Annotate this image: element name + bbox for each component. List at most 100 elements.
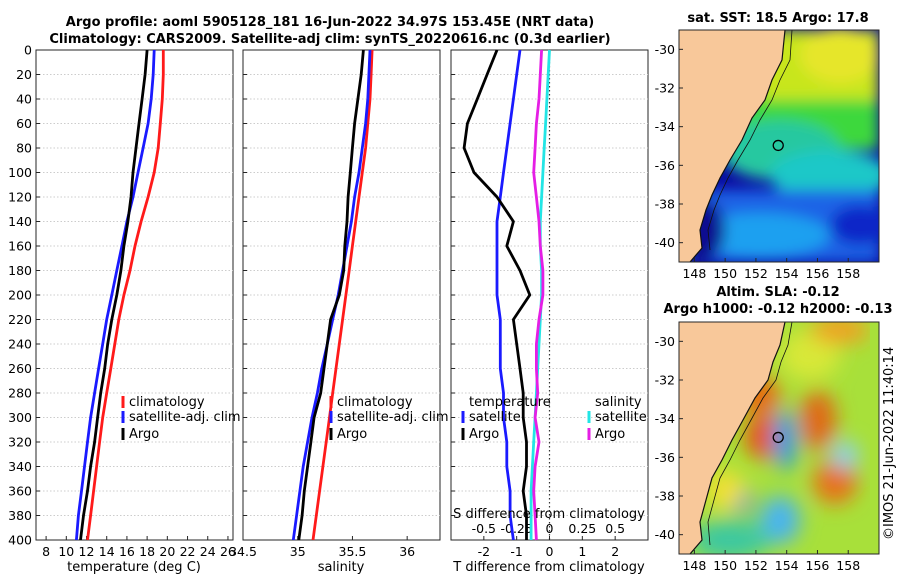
lat-tick-label: -30: [655, 42, 675, 57]
lat-tick-label: -32: [655, 81, 675, 96]
lon-tick-label: 156: [806, 558, 830, 573]
sla-map-title-line2: Argo h1000: -0.12 h2000: -0.13: [663, 302, 892, 317]
x-tick-label: 2: [611, 544, 619, 559]
lat-tick-label: -38: [655, 197, 675, 212]
depth-tick-label: 140: [8, 214, 32, 229]
x-tick-label: 20: [159, 544, 175, 559]
sla-map-panel: Altim. SLA: -0.12 Argo h1000: -0.12 h200…: [655, 285, 893, 573]
depth-tick-label: 100: [8, 165, 32, 180]
salinity-legend: climatology satellite-adj. clim Argo: [329, 395, 449, 442]
s-diff-tick-label: 0.5: [605, 521, 625, 536]
lat-tick-label: -36: [655, 450, 675, 465]
sla-argo-position-marker: [772, 431, 784, 444]
lon-tick-label: 152: [744, 266, 768, 281]
series-line-salinity-argo: [532, 49, 545, 541]
sst-map-panel: sat. SST: 18.5 Argo: 17.8 148 150 152 154 15…: [655, 11, 880, 281]
temperature-legend: climatology satellite-adj. clim Argo: [121, 395, 241, 442]
depth-tick-label: 200: [8, 288, 32, 303]
difference-legend-salinity: salinity satellite Argo: [587, 395, 647, 442]
legend-label-t-argo: Argo: [469, 427, 499, 442]
lon-tick-label: 156: [806, 266, 830, 281]
depth-tick-label: 280: [8, 386, 32, 401]
lon-tick-label: 158: [836, 266, 860, 281]
figure-title-line2: Climatology: CARS2009. Satellite-adj cli…: [49, 32, 611, 47]
lon-tick-label: 154: [775, 558, 799, 573]
depth-tick-label: 120: [8, 190, 32, 205]
legend-title-temperature: temperature: [469, 395, 551, 410]
lat-tick-label: -34: [655, 411, 675, 426]
depth-tick-label: 360: [8, 484, 32, 499]
series-line-argo: [297, 49, 365, 541]
salinity-xlabel: salinity: [318, 560, 365, 575]
depth-tick-label: 240: [8, 337, 32, 352]
sst-map-frame: [678, 29, 880, 263]
lat-tick-label: -36: [655, 158, 675, 173]
sla-heatmap: [679, 322, 879, 554]
x-tick-label: 12: [79, 544, 95, 559]
sst-map-title: sat. SST: 18.5 Argo: 17.8: [687, 11, 868, 26]
lat-tick-label: -34: [655, 119, 675, 134]
figure-title-line1: Argo profile: aoml 5905128_181 16-Jun-20…: [65, 15, 595, 30]
sst-argo-position-marker: [772, 139, 784, 152]
sla-map-frame: [678, 321, 880, 555]
lat-tick-label: -32: [655, 373, 675, 388]
lon-tick-label: 152: [744, 558, 768, 573]
x-tick-label: 18: [139, 544, 155, 559]
legend-label-argo: Argo: [129, 427, 159, 442]
legend-label-climatology: climatology: [337, 395, 413, 410]
s-diff-tick-label: -0.25: [500, 521, 532, 536]
depth-tick-label: 160: [8, 239, 32, 254]
depth-tick-label: 0: [24, 43, 32, 58]
lon-tick-label: 158: [836, 558, 860, 573]
x-tick-label: 24: [200, 544, 216, 559]
x-tick-label: 36: [399, 544, 415, 559]
x-tick-label: 22: [180, 544, 196, 559]
depth-tick-label: 380: [8, 508, 32, 523]
depth-tick-label: 340: [8, 459, 32, 474]
depth-tick-label: 300: [8, 410, 32, 425]
depth-tick-label: 220: [8, 312, 32, 327]
x-tick-label: 1: [578, 544, 586, 559]
depth-tick-label: 20: [16, 67, 32, 82]
depth-tick-label: 40: [16, 92, 32, 107]
s-diff-tick-label: 0: [546, 521, 554, 536]
depth-tick-label: 80: [16, 141, 32, 156]
depth-tick-label: 60: [16, 116, 32, 131]
depth-tick-label: 260: [8, 361, 32, 376]
series-line-satellite-adj-clim: [75, 49, 156, 541]
legend-label-s-argo: Argo: [595, 427, 625, 442]
x-tick-label: -2: [478, 544, 490, 559]
depth-tick-label: 400: [8, 533, 32, 548]
lon-tick-label: 150: [713, 266, 737, 281]
x-tick-label: 10: [58, 544, 74, 559]
depth-tick-label: 180: [8, 263, 32, 278]
lon-tick-label: 154: [775, 266, 799, 281]
series-line-climatology: [311, 49, 374, 541]
lat-tick-label: -30: [655, 334, 675, 349]
depth-tick-label: 320: [8, 435, 32, 450]
series-line-temperature-satellite: [495, 49, 522, 541]
s-diff-tick-label: 0.25: [568, 521, 596, 536]
x-tick-label: -1: [510, 544, 522, 559]
lon-tick-label: 148: [682, 558, 706, 573]
salinity-difference-label: S difference from climatology: [453, 507, 645, 522]
series-line-climatology: [86, 50, 165, 541]
x-tick-label: 34.5: [229, 544, 257, 559]
temperature-panel: 0 20 40 60 80 100 120 140 160 180 200 220 240 260 280 3…: [8, 43, 240, 576]
series-line-argo: [79, 49, 149, 541]
legend-title-salinity: salinity: [595, 395, 642, 410]
lat-tick-label: -40: [655, 527, 675, 542]
s-diff-tick-label: -0.5: [472, 521, 496, 536]
legend-label-satellite: satellite-adj. clim: [129, 410, 241, 425]
sla-map-title-line1: Altim. SLA: -0.12: [716, 285, 839, 300]
legend-label-satellite: satellite-adj. clim: [337, 410, 449, 425]
difference-panel: -2 -1 0 1 2 -0.5 -0.25 0 0.25 0.5 S difference fr…: [450, 49, 649, 575]
difference-legend-temperature: temperature satellite Argo: [461, 395, 551, 442]
legend-label-argo: Argo: [337, 427, 367, 442]
x-tick-label: 35.5: [339, 544, 367, 559]
temperature-xlabel: temperature (deg C): [67, 560, 201, 575]
legend-label-t-satellite: satellite: [469, 410, 521, 425]
lon-tick-label: 150: [713, 558, 737, 573]
lat-tick-label: -40: [655, 235, 675, 250]
lat-tick-label: -38: [655, 489, 675, 504]
